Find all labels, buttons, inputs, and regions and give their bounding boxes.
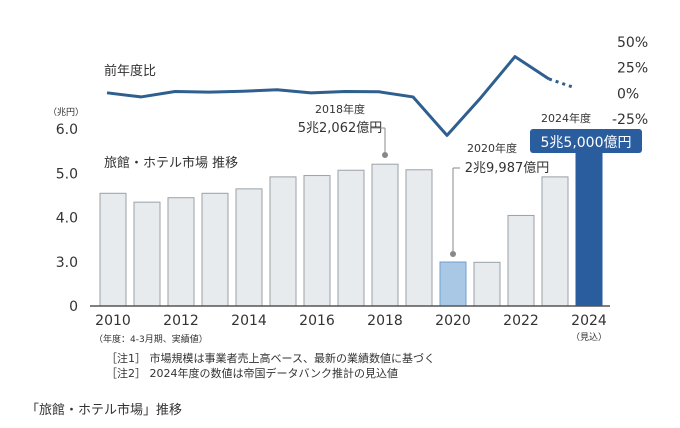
yoy-line-forecast	[548, 77, 574, 89]
yoy-label: 前年度比	[104, 63, 156, 79]
yoy-tick-label: 25%	[617, 61, 648, 77]
annotation-2018-dot	[382, 152, 388, 158]
yoy-tick-label: -25%	[612, 112, 648, 128]
bar-series	[99, 150, 603, 307]
y-tick-label: 6.0	[56, 122, 78, 138]
yoy-tick-label: 0%	[617, 86, 639, 102]
annotation-2018-year: 2018年度	[315, 102, 365, 116]
annotation-2020-dot	[450, 251, 456, 257]
y-tick-label: 4.0	[56, 211, 78, 227]
x-tick-label: 2016	[299, 313, 335, 329]
bar-2010	[99, 192, 127, 307]
yoy-tick-label: 50%	[617, 35, 648, 51]
x-tick-label: 2022	[503, 313, 539, 329]
y-unit-label: （兆円）	[48, 107, 84, 118]
axes: 0 3.0 4.0 5.0 6.0 （兆円） 2010 2012 2014 2016 2018 202…	[48, 107, 610, 345]
x-tick-label: 2012	[163, 313, 199, 329]
annotation-2024-year: 2024年度	[541, 111, 591, 125]
bar-2021	[473, 261, 501, 307]
bar-2020	[439, 261, 467, 307]
y-tick-label: 5.0	[56, 166, 78, 182]
caption: 「旅館・ホテル市場」推移	[26, 403, 183, 418]
annotation-2018-value: 5兆2,062億円	[298, 120, 383, 136]
annotation-2020-year: 2020年度	[467, 141, 517, 155]
note-1: ［注1］ 市場規模は事業者売上高ベース、最新の業績数値に基づく	[106, 351, 435, 365]
bar-2019	[405, 169, 433, 307]
bar-2016	[303, 175, 331, 307]
x-tick-label: 2020	[435, 313, 471, 329]
yoy-line-series: 前年度比 50% 25% 0% -25%	[104, 35, 648, 137]
x-note-2024: （見込）	[571, 332, 607, 343]
bar-2024	[575, 150, 603, 307]
y-tick-label: 0	[69, 299, 78, 315]
bar-2012	[167, 197, 195, 307]
bar-2013	[201, 192, 229, 307]
x-tick-label: 2024	[571, 313, 607, 329]
annotation-2024-badge	[530, 129, 642, 153]
annotation-2020-value: 2兆9,987億円	[465, 160, 550, 176]
bar-2022	[507, 214, 535, 307]
chart-labels: 旅館・ホテル市場 推移 2018年度 5兆2,062億円 2020年度 2兆9,987億…	[104, 102, 642, 380]
market-chart: 前年度比 50% 25% 0% -25% 0 3.0 4.0 5.0 6.0 （兆円） 2010 20…	[48, 35, 648, 380]
bar-2014	[235, 188, 263, 307]
annotation-2024-value: 5兆5,000億円	[541, 135, 632, 151]
bar-2017	[337, 169, 365, 307]
bar-2015	[269, 176, 297, 307]
bar-2023	[541, 176, 569, 307]
chart-title: 旅館・ホテル市場 推移	[104, 155, 238, 171]
x-tick-label: 2018	[367, 313, 403, 329]
x-note: （年度：4-3月期、実績値）	[94, 333, 208, 345]
x-tick-label: 2010	[95, 313, 131, 329]
yoy-line	[106, 55, 550, 137]
note-2: ［注2］ 2024年度の数値は帝国データバンク推計の見込値	[106, 366, 398, 380]
bar-2018	[371, 163, 399, 307]
y-tick-label: 3.0	[56, 255, 78, 271]
bar-2011	[133, 201, 161, 307]
x-tick-label: 2014	[231, 313, 267, 329]
